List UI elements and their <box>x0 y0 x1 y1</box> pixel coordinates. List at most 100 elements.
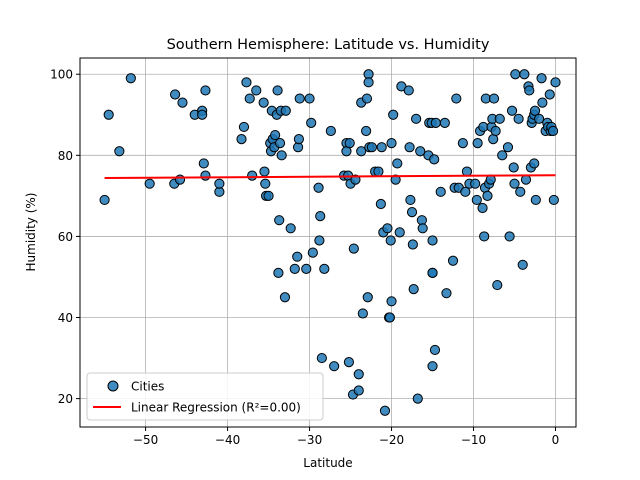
data-point <box>241 77 252 88</box>
data-point <box>394 227 405 238</box>
data-point <box>280 105 291 116</box>
data-point <box>550 77 561 88</box>
data-point <box>502 142 514 153</box>
data-point <box>508 162 519 173</box>
data-point <box>506 105 518 116</box>
data-point <box>263 190 274 201</box>
data-point <box>404 142 415 153</box>
data-point <box>348 243 359 254</box>
x-tick-label: −40 <box>215 433 240 447</box>
x-tick-label: −50 <box>133 433 158 447</box>
data-point <box>379 405 391 416</box>
data-point <box>200 170 211 181</box>
data-point <box>427 267 438 279</box>
data-point <box>471 194 482 206</box>
data-point <box>344 138 355 149</box>
data-point <box>274 138 286 149</box>
data-point <box>198 158 209 169</box>
data-point <box>537 97 548 108</box>
data-point <box>427 361 438 372</box>
data-point <box>520 174 532 185</box>
data-point <box>356 146 367 157</box>
data-point <box>285 223 296 234</box>
data-point <box>490 125 501 137</box>
data-point <box>307 247 318 258</box>
data-point <box>103 109 114 120</box>
legend-box <box>86 372 324 421</box>
data-point <box>529 105 541 116</box>
x-tick-label: −10 <box>461 433 486 447</box>
data-point <box>363 77 374 88</box>
data-point <box>276 150 287 161</box>
data-point <box>524 85 535 96</box>
data-point <box>357 308 368 319</box>
data-point <box>405 194 416 206</box>
data-point <box>497 150 508 161</box>
data-point <box>251 85 262 96</box>
data-point <box>429 154 440 165</box>
data-point <box>343 357 355 368</box>
data-point <box>403 85 414 96</box>
data-point <box>388 109 399 120</box>
data-point <box>447 255 459 266</box>
data-point <box>384 312 395 323</box>
data-point <box>259 166 270 177</box>
data-point <box>292 251 303 262</box>
data-point <box>544 89 555 100</box>
data-point <box>329 361 340 372</box>
x-axis: −50 −40 −30 −20 −10 0 <box>133 427 559 447</box>
data-point <box>170 89 181 100</box>
data-point <box>435 186 446 197</box>
data-point <box>460 186 471 197</box>
data-point <box>114 146 125 157</box>
data-point <box>244 93 255 104</box>
data-point <box>279 292 291 303</box>
data-point <box>200 85 211 96</box>
x-tick-label: 0 <box>552 433 560 447</box>
data-point <box>258 97 269 108</box>
data-point <box>197 109 208 120</box>
plot-frame <box>79 57 577 428</box>
data-point <box>353 369 364 380</box>
data-point <box>494 113 505 124</box>
legend-marker-cities <box>107 380 119 392</box>
data-point <box>407 239 418 250</box>
data-point <box>362 292 373 303</box>
data-point <box>373 166 384 177</box>
legend: Cities Linear Regression (R²=0.00) <box>86 372 324 421</box>
data-point <box>408 284 419 295</box>
data-point <box>415 146 426 157</box>
data-point <box>492 279 503 291</box>
data-point <box>99 194 110 206</box>
data-point <box>376 142 387 153</box>
data-point <box>272 85 283 96</box>
legend-label-cities: Cities <box>131 380 164 394</box>
data-point <box>529 158 540 169</box>
data-point <box>417 223 428 234</box>
data-point <box>386 296 397 307</box>
data-point <box>273 267 284 279</box>
data-point <box>315 211 326 222</box>
data-point <box>304 93 315 104</box>
data-point <box>174 174 186 185</box>
data-point <box>515 186 526 197</box>
data-point <box>510 69 521 80</box>
data-point <box>412 393 423 404</box>
data-point <box>386 138 397 149</box>
data-point <box>430 117 441 128</box>
data-point <box>427 235 438 246</box>
data-point <box>411 113 422 124</box>
data-point <box>382 223 393 234</box>
data-point <box>504 231 515 242</box>
data-point <box>472 138 483 149</box>
data-point <box>316 352 327 364</box>
data-point <box>325 125 336 137</box>
data-point <box>294 93 305 104</box>
data-point <box>488 93 500 104</box>
regression-line-group <box>104 174 556 180</box>
regression-line <box>104 174 556 180</box>
data-point <box>429 344 441 356</box>
data-point <box>289 263 300 274</box>
chart-title: Southern Hemisphere: Latitude vs. Humidi… <box>167 37 490 53</box>
